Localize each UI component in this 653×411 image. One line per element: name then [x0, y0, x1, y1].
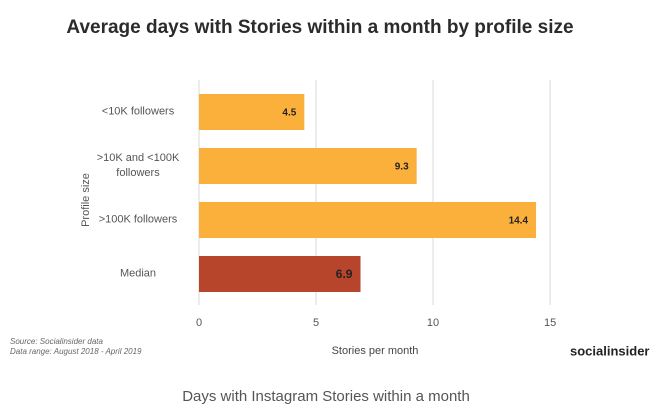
logo: socialinsider: [570, 343, 649, 358]
chart-title: Average days with Stories within a month…: [66, 17, 573, 38]
date-range-note: Data range: August 2018 - April 2019: [10, 347, 142, 356]
value-label: 6.9: [336, 267, 353, 281]
value-label: 9.3: [395, 162, 409, 173]
y-axis-label: Profile size: [80, 173, 92, 227]
y-tick-label: <10K followers: [101, 105, 175, 118]
bar: [199, 94, 305, 130]
x-tick-label: 10: [427, 317, 439, 329]
source-note: Source: Socialinsider data: [10, 337, 103, 346]
caption: Days with Instagram Stories within a mon…: [182, 388, 470, 405]
value-label: 14.4: [509, 216, 529, 227]
y-tick-label: >100K followers: [98, 213, 178, 226]
x-tick-label: 0: [196, 317, 202, 329]
bar: [199, 256, 361, 292]
x-tick-label: 15: [544, 317, 556, 329]
x-axis-label: Stories per month: [332, 345, 419, 357]
bar: [199, 148, 417, 184]
y-tick-label: >10K and <100K followers: [96, 152, 180, 179]
bar: [199, 202, 537, 238]
value-label: 4.5: [282, 108, 296, 119]
y-tick-label: Median: [119, 267, 157, 280]
x-tick-label: 5: [313, 317, 319, 329]
